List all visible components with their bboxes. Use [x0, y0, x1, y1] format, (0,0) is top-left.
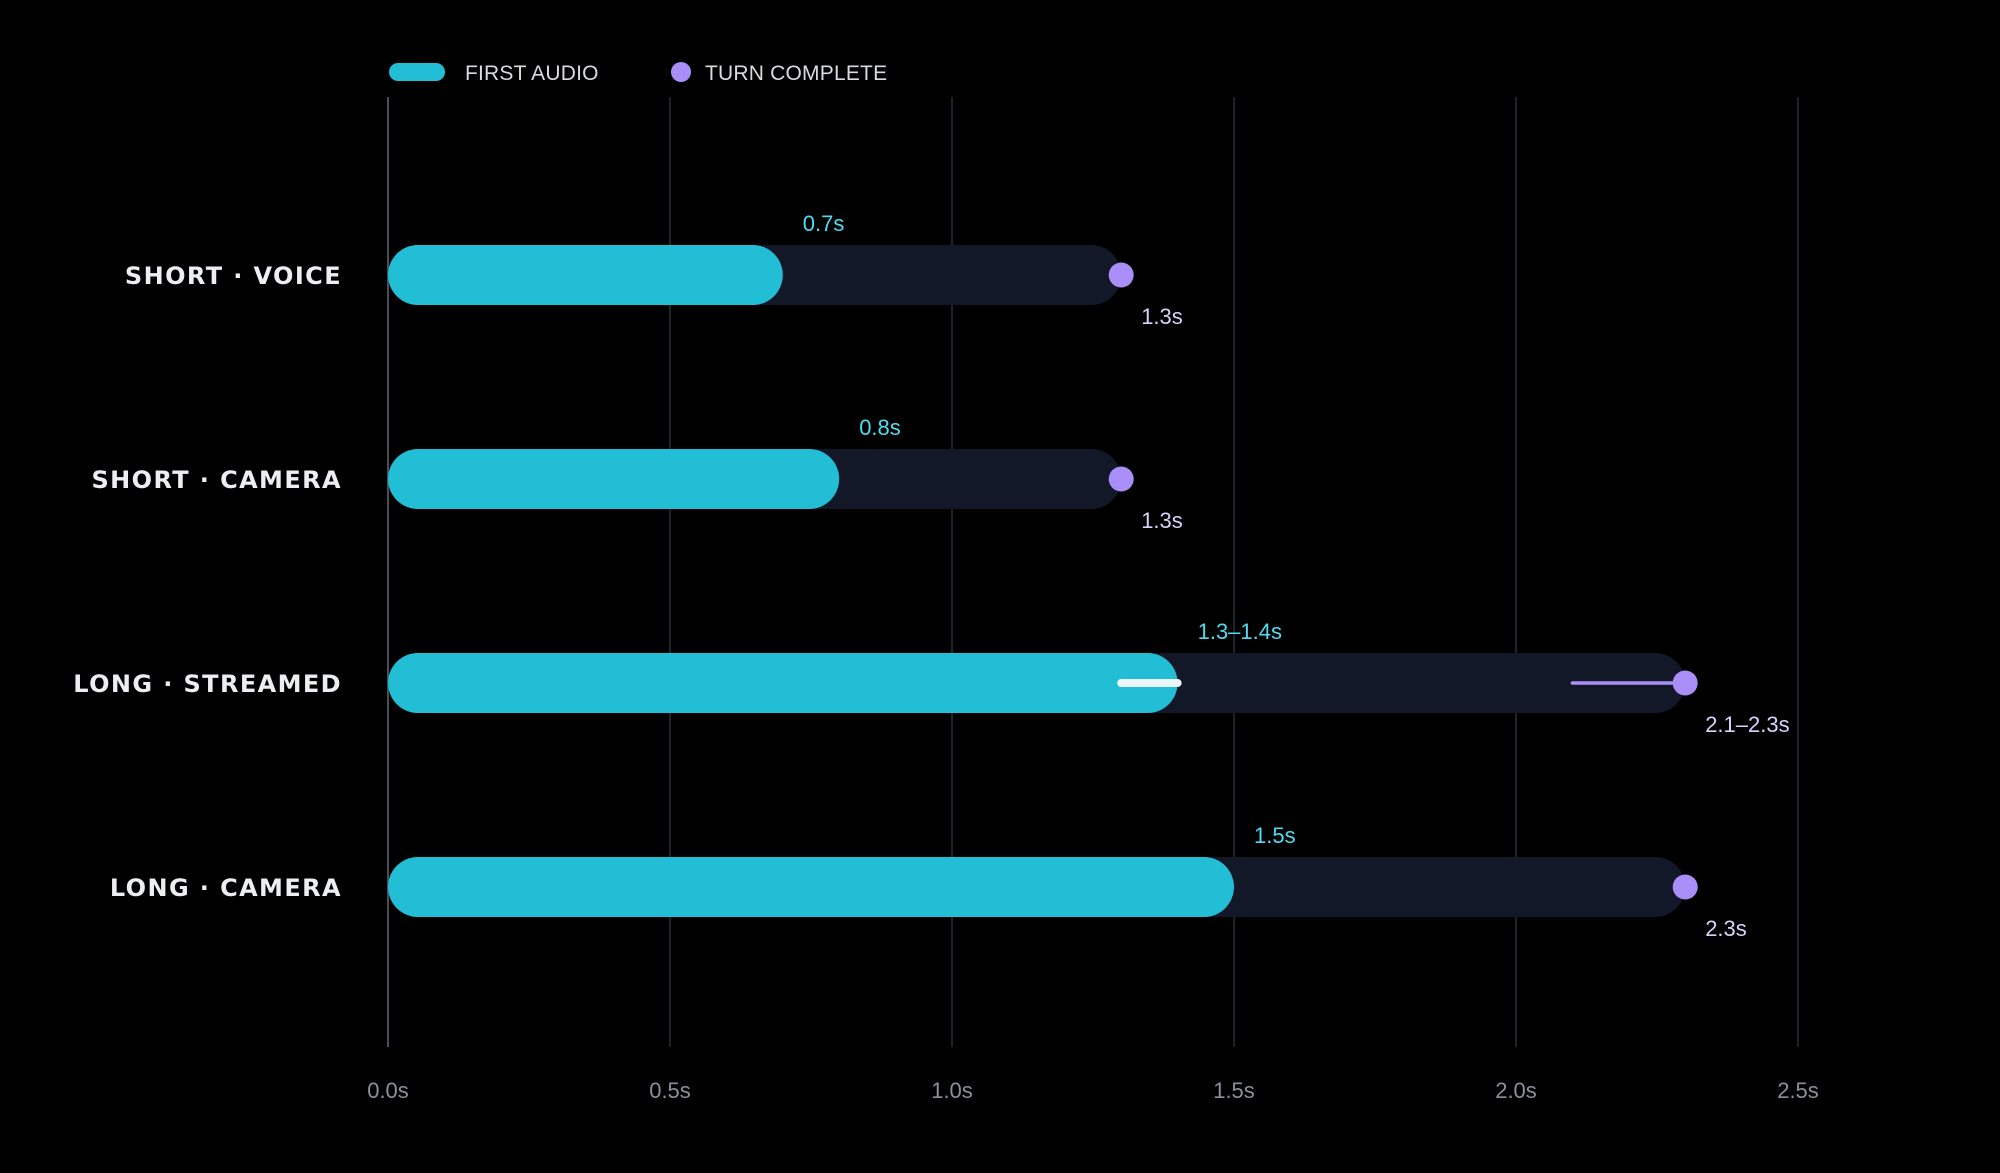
turn-complete-dot: [1108, 262, 1134, 288]
x-tick-label: 0.0s: [367, 1078, 409, 1103]
x-axis-ticks: 0.0s 0.5s 1.0s 1.5s 2.0s 2.5s: [367, 1078, 1819, 1103]
legend-swatch-turn-complete: [671, 62, 691, 82]
first-audio-value-label: 0.8s: [859, 415, 901, 440]
category-label: SHORT · VOICE: [125, 262, 342, 290]
turn-complete-dot: [1108, 466, 1134, 492]
turn-complete-value-label: 1.3s: [1141, 304, 1183, 329]
chart-rows: SHORT · VOICE 0.7s 1.3s SHORT · CAMERA 0.8s 1…: [73, 211, 1789, 941]
turn-complete-value-label: 2.3s: [1705, 916, 1747, 941]
turn-complete-value-label: 1.3s: [1141, 508, 1183, 533]
first-audio-value-label: 1.3–1.4s: [1198, 619, 1282, 644]
chart-row: SHORT · VOICE 0.7s 1.3s: [125, 211, 1183, 329]
category-label: SHORT · CAMERA: [92, 466, 343, 494]
turn-complete-dot: [1672, 874, 1698, 900]
chart-row: SHORT · CAMERA 0.8s 1.3s: [92, 415, 1183, 533]
first-audio-bar: [388, 653, 1178, 713]
first-audio-bar: [388, 245, 783, 305]
legend-swatch-first-audio: [389, 63, 445, 81]
legend-label-first-audio: FIRST AUDIO: [465, 62, 599, 85]
x-tick-label: 0.5s: [649, 1078, 691, 1103]
legend: FIRST AUDIO TURN COMPLETE: [389, 62, 887, 85]
first-audio-value-label: 0.7s: [803, 211, 845, 236]
legend-label-turn-complete: TURN COMPLETE: [705, 62, 887, 85]
x-tick-label: 1.0s: [931, 1078, 973, 1103]
first-audio-value-label: 1.5s: [1254, 823, 1296, 848]
chart-row: LONG · CAMERA 1.5s 2.3s: [110, 823, 1747, 941]
x-tick-label: 2.5s: [1777, 1078, 1819, 1103]
turn-complete-value-label: 2.1–2.3s: [1705, 712, 1789, 737]
x-tick-label: 1.5s: [1213, 1078, 1255, 1103]
first-audio-bar: [388, 857, 1234, 917]
turn-complete-dot: [1672, 670, 1698, 696]
category-label: LONG · STREAMED: [73, 670, 342, 698]
first-audio-bar: [388, 449, 840, 509]
x-tick-label: 2.0s: [1495, 1078, 1537, 1103]
category-label: LONG · CAMERA: [110, 874, 342, 902]
chart-row: LONG · STREAMED 1.3–1.4s 2.1–2.3s: [73, 619, 1789, 737]
